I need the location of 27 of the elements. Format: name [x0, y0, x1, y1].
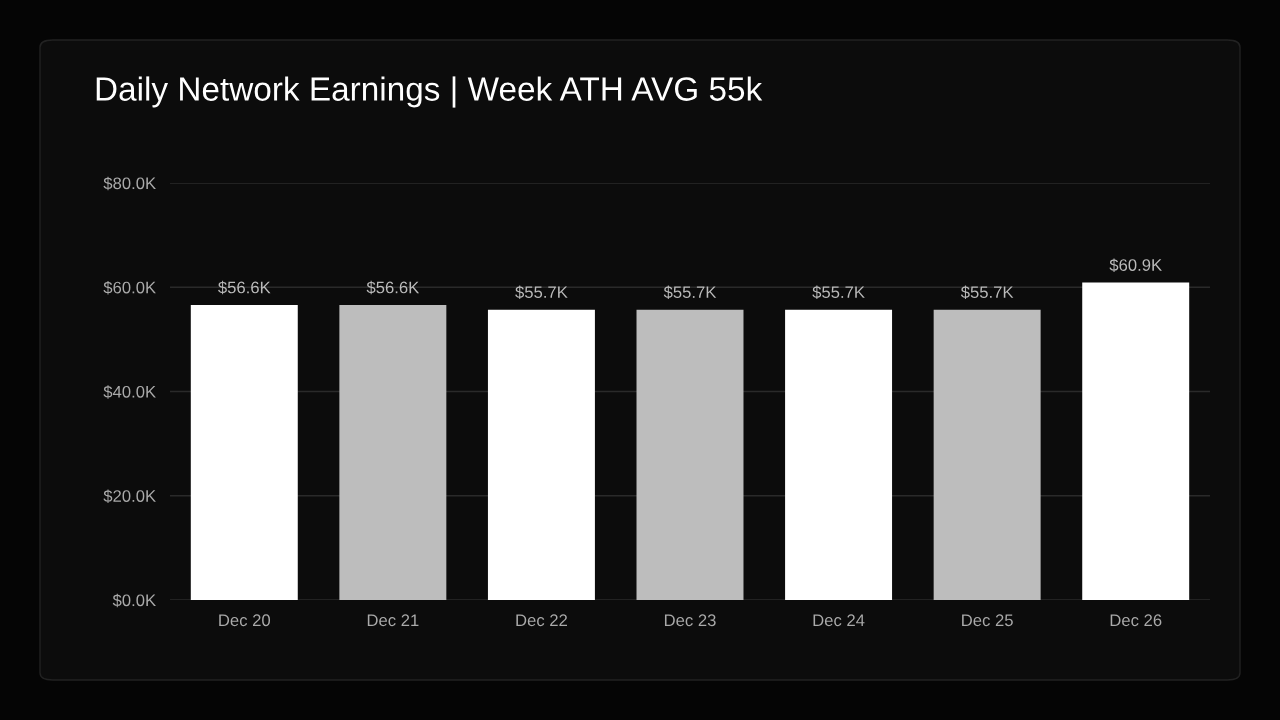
x-tick-label: Dec 26 [1110, 614, 1162, 627]
x-tick-label: Dec 20 [219, 614, 271, 627]
bar [1082, 282, 1190, 600]
bar [785, 309, 893, 600]
x-tick-label: Dec 21 [367, 614, 419, 627]
bar [190, 304, 298, 600]
bar [487, 309, 595, 600]
y-tick-label: $60.0K [103, 280, 156, 295]
x-tick-label: Dec 24 [813, 614, 865, 627]
bar [636, 309, 744, 600]
x-tick-label: Dec 22 [516, 614, 567, 627]
data-label: $55.7K [515, 285, 568, 300]
y-tick-label: $0.0K [112, 593, 156, 608]
chart-title: Daily Network Earnings | Week ATH AVG 55k [96, 76, 763, 108]
x-tick-label: Dec 25 [962, 614, 1013, 627]
data-label: $55.7K [960, 285, 1014, 300]
y-tick-label: $80.0K [103, 176, 156, 191]
x-tick-label: Dec 23 [664, 614, 716, 627]
bar [933, 309, 1041, 600]
data-label: $60.9K [1109, 258, 1162, 272]
y-tick-label: $40.0K [103, 385, 156, 399]
y-tick-label: $20.0K [103, 489, 156, 503]
bar [339, 304, 447, 600]
data-label: $56.6K [218, 280, 271, 295]
data-label: $56.6K [366, 280, 420, 295]
data-label: $55.7K [812, 285, 865, 300]
data-label: $55.7K [663, 285, 717, 300]
